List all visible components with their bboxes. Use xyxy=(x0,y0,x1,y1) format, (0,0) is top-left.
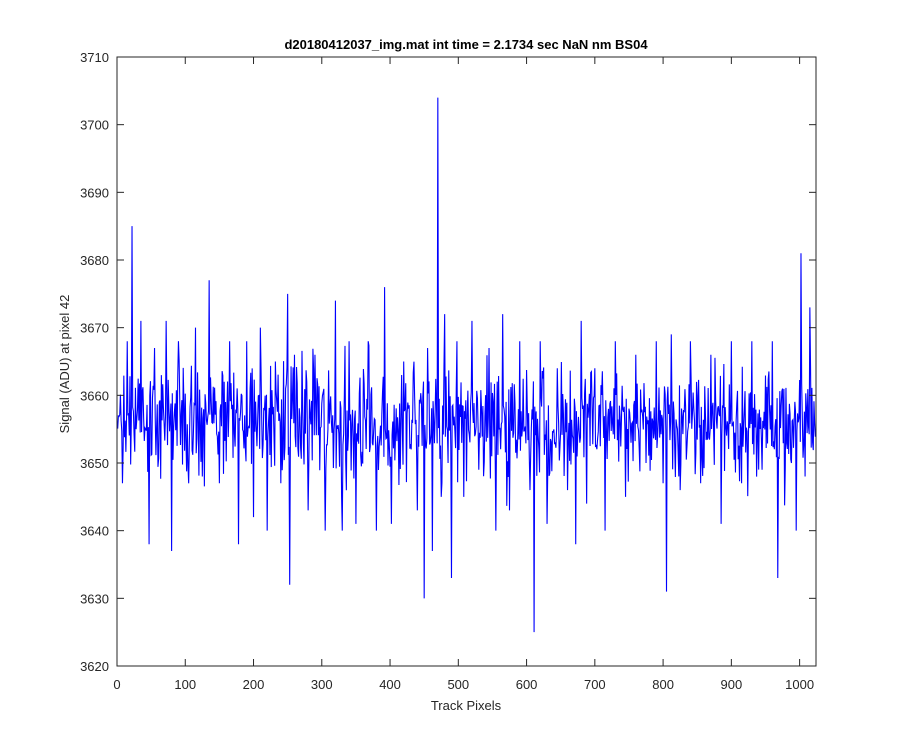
y-tick-label: 3710 xyxy=(80,50,109,65)
x-tick-label: 400 xyxy=(379,677,401,692)
x-tick-label: 300 xyxy=(311,677,333,692)
plot-background xyxy=(117,57,816,666)
y-tick-label: 3630 xyxy=(80,591,109,606)
y-tick-label: 3700 xyxy=(80,118,109,133)
x-tick-label: 1000 xyxy=(785,677,814,692)
y-tick-label: 3620 xyxy=(80,659,109,674)
chart-title: d20180412037_img.mat int time = 2.1734 s… xyxy=(284,37,648,52)
x-tick-label: 800 xyxy=(652,677,674,692)
y-tick-label: 3640 xyxy=(80,524,109,539)
x-tick-label: 600 xyxy=(516,677,538,692)
x-tick-label: 700 xyxy=(584,677,606,692)
axes-box xyxy=(116,56,817,667)
x-tick-label: 500 xyxy=(447,677,469,692)
y-tick-label: 3650 xyxy=(80,456,109,471)
x-tick-label: 900 xyxy=(721,677,743,692)
x-tick-label: 200 xyxy=(243,677,265,692)
y-tick-label: 3670 xyxy=(80,321,109,336)
y-tick-label: 3660 xyxy=(80,388,109,403)
y-tick-label: 3690 xyxy=(80,185,109,200)
y-axis-title: Signal (ADU) at pixel 42 xyxy=(57,295,72,434)
x-tick-label: 100 xyxy=(174,677,196,692)
axis-ticks: 0 100 200 300 400 500 600 700 800 900 1000 3620 3630… xyxy=(80,50,816,692)
x-axis-title: Track Pixels xyxy=(431,698,502,713)
series-line xyxy=(117,97,817,633)
y-tick-label: 3680 xyxy=(80,253,109,268)
plot-area xyxy=(116,56,817,667)
x-tick-label: 0 xyxy=(113,677,120,692)
